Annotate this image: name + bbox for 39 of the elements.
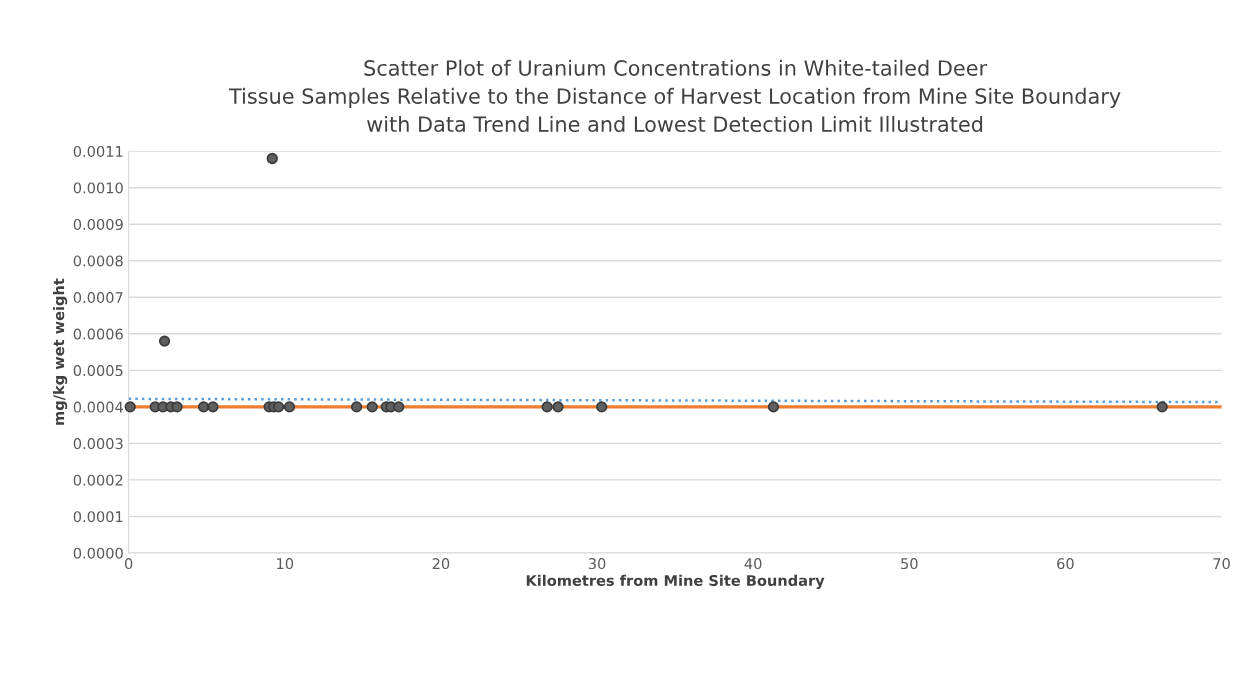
x-tick-label: 10 <box>277 558 294 570</box>
y-tick-label: 0.0003 <box>73 438 123 450</box>
point <box>350 401 363 413</box>
point <box>541 401 553 413</box>
point <box>272 401 285 413</box>
y-tick-label: 0.0007 <box>73 292 123 304</box>
chart-title: Scatter Plot of Uranium Concentrations in White-tailed Deer Tissue Samples Relative to the Distance of Harvest Location from Mine Site Boundary with Data Trend Line and Lowest Detection Limit Illustrated <box>228 59 1121 133</box>
point <box>266 152 278 165</box>
point <box>596 401 608 413</box>
x-tick-label: 50 <box>901 558 918 570</box>
point <box>366 401 378 413</box>
x-axis-title: Kilometres from Mine Site Boundary <box>526 574 825 589</box>
y-tick-label: 0.0011 <box>73 145 123 157</box>
y-tick-label: 0.0002 <box>73 474 123 486</box>
point <box>1156 401 1168 413</box>
y-tick-label: 0.0009 <box>73 218 123 230</box>
x-tick-label: 70 <box>1213 558 1230 570</box>
point <box>171 401 183 413</box>
point <box>393 401 405 413</box>
y-tick-label: 0.0004 <box>73 401 123 413</box>
point <box>283 401 296 413</box>
y-tick-label: 0.0010 <box>73 182 123 194</box>
point <box>767 401 780 413</box>
y-tick-label: 0.0008 <box>73 255 123 267</box>
y-tick-label: 0.0001 <box>73 511 123 523</box>
point <box>552 401 564 413</box>
point <box>197 401 210 413</box>
x-tick-label: 0 <box>124 558 133 570</box>
point <box>207 401 219 413</box>
y-tick-label: 0.0005 <box>73 365 123 377</box>
x-tick-label: 60 <box>1057 558 1074 570</box>
x-tick-label: 30 <box>588 558 606 570</box>
y-tick-label: 0.0000 <box>73 547 123 559</box>
x-tick-label: 20 <box>432 558 450 570</box>
y-axis-title: mg/kg wet weight <box>52 278 68 425</box>
point <box>124 401 136 413</box>
x-tick-label: 40 <box>744 558 762 570</box>
point <box>158 335 171 347</box>
y-tick-label: 0.0006 <box>73 328 123 340</box>
